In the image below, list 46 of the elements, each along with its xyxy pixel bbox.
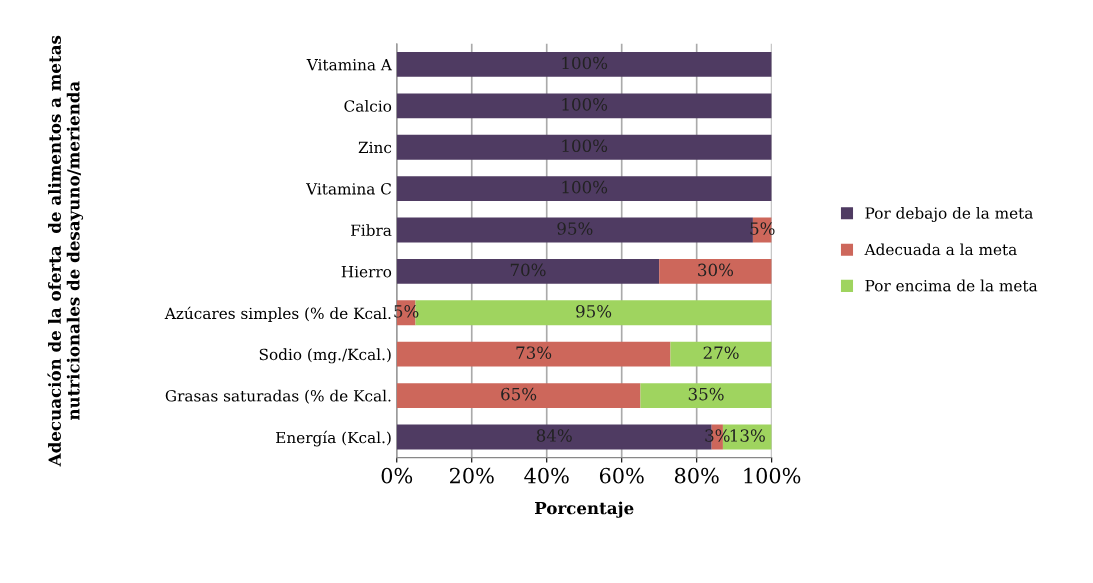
bar bbox=[659, 258, 772, 284]
y-tick-label: Zinc bbox=[358, 141, 392, 154]
y-tick-label: Azúcares simples (% de Kcal. bbox=[164, 306, 391, 323]
bar bbox=[396, 258, 660, 284]
bar bbox=[396, 341, 671, 367]
bar bbox=[396, 52, 772, 77]
x-tick-label: 100% bbox=[744, 467, 801, 484]
y-tick-label: Grasas saturadas (% de Kcal. bbox=[165, 389, 391, 404]
data-label: 84% bbox=[536, 429, 572, 442]
bar bbox=[396, 383, 641, 408]
data-label: 100% bbox=[562, 180, 608, 194]
data-label: 27% bbox=[703, 346, 739, 360]
bar bbox=[670, 341, 772, 367]
data-label: 3% bbox=[705, 429, 730, 442]
bar bbox=[396, 134, 772, 160]
bar bbox=[640, 383, 772, 408]
data-label: 73% bbox=[516, 346, 552, 360]
data-label: 65% bbox=[501, 387, 537, 401]
x-tick-label: 80% bbox=[674, 467, 719, 484]
y-tick-label: Calcio bbox=[344, 100, 392, 112]
data-label: 95% bbox=[576, 305, 612, 318]
y-tick-label: Vitamina C bbox=[305, 183, 391, 195]
y-tick-label: Hierro bbox=[341, 265, 392, 278]
x-tick-label: 60% bbox=[599, 467, 644, 484]
data-label: 13% bbox=[730, 429, 765, 442]
bar bbox=[396, 176, 772, 202]
y-tick-label: Vitamina A bbox=[306, 58, 393, 71]
y-axis-title: Adecuación de la oferta de alimentos a metas nutricionales de desayuno/merienda bbox=[47, 35, 84, 467]
data-label: 70% bbox=[510, 263, 546, 277]
x-tick-label: 20% bbox=[450, 467, 494, 484]
y-tick-label: Fibra bbox=[351, 224, 392, 237]
legend-label: Adecuada a la meta bbox=[864, 243, 1017, 256]
x-axis-title: Porcentaje bbox=[534, 501, 634, 518]
bar bbox=[396, 93, 772, 119]
data-label: 100% bbox=[562, 56, 608, 70]
legend-label: Por debajo de la meta bbox=[865, 207, 1033, 223]
legend-label: Por encima de la meta bbox=[865, 279, 1038, 292]
x-tick-label: 0% bbox=[381, 467, 413, 484]
x-tick-label: 40% bbox=[524, 467, 569, 484]
y-tick-label: Sodio (mg./Kcal.) bbox=[259, 348, 391, 364]
data-label: 30% bbox=[698, 263, 734, 277]
data-label: 100% bbox=[562, 139, 608, 153]
data-label: 35% bbox=[688, 387, 724, 401]
data-label: 95% bbox=[557, 222, 593, 235]
y-tick-label: Energía (Kcal.) bbox=[276, 430, 391, 447]
data-label: 100% bbox=[562, 98, 608, 111]
